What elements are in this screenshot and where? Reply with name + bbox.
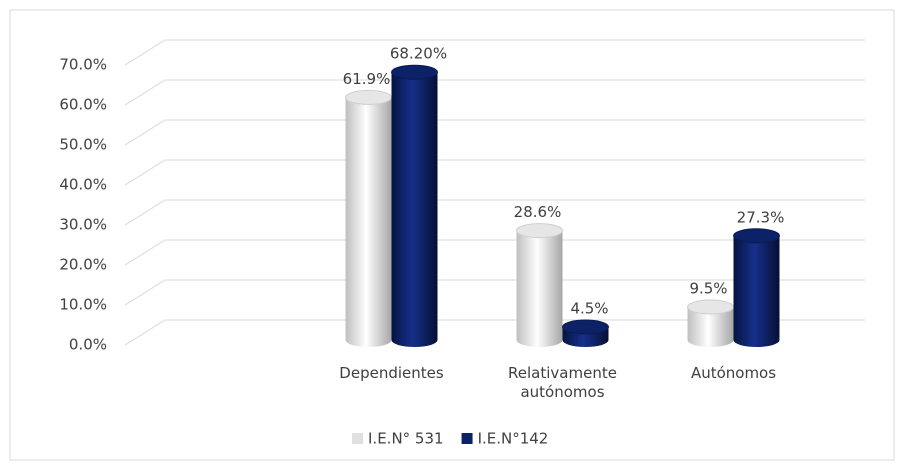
x-tick-label: Autónomos bbox=[690, 364, 777, 382]
grid-line bbox=[124, 199, 865, 226]
data-label: 61.9% bbox=[343, 70, 391, 88]
legend-swatch bbox=[461, 433, 473, 444]
y-tick-label: 0.0% bbox=[69, 336, 107, 354]
grid-line bbox=[124, 159, 865, 186]
data-label: 68.20% bbox=[390, 45, 447, 63]
grid-line bbox=[124, 279, 865, 306]
y-tick-label: 30.0% bbox=[59, 216, 107, 234]
bar bbox=[733, 228, 780, 347]
grid-line bbox=[124, 119, 865, 146]
grid-line bbox=[124, 79, 865, 106]
legend-label: I.E.N° 531 bbox=[368, 430, 444, 448]
data-label: 4.5% bbox=[570, 300, 608, 318]
bar bbox=[391, 64, 438, 347]
y-tick-label: 50.0% bbox=[59, 136, 107, 154]
data-label: 27.3% bbox=[737, 208, 785, 226]
y-tick-label: 20.0% bbox=[59, 256, 107, 274]
grid-line bbox=[124, 239, 865, 266]
bar bbox=[562, 319, 609, 347]
data-label: 28.6% bbox=[514, 203, 562, 221]
frame bbox=[9, 9, 895, 461]
bar bbox=[345, 89, 392, 348]
legend-label: I.E.N°142 bbox=[478, 430, 549, 448]
y-tick-label: 10.0% bbox=[59, 296, 107, 314]
legend-swatch bbox=[352, 433, 363, 444]
grid-line bbox=[124, 39, 865, 66]
x-tick-label: Dependientes bbox=[339, 364, 444, 382]
y-tick-label: 40.0% bbox=[59, 176, 107, 194]
bar bbox=[687, 299, 734, 347]
bar bbox=[516, 223, 563, 347]
y-tick-label: 60.0% bbox=[59, 96, 107, 114]
x-tick-label: Relativamente autónomos bbox=[508, 364, 617, 401]
data-label: 9.5% bbox=[689, 280, 727, 298]
grid-line bbox=[124, 319, 865, 346]
y-tick-label: 70.0% bbox=[59, 56, 107, 74]
